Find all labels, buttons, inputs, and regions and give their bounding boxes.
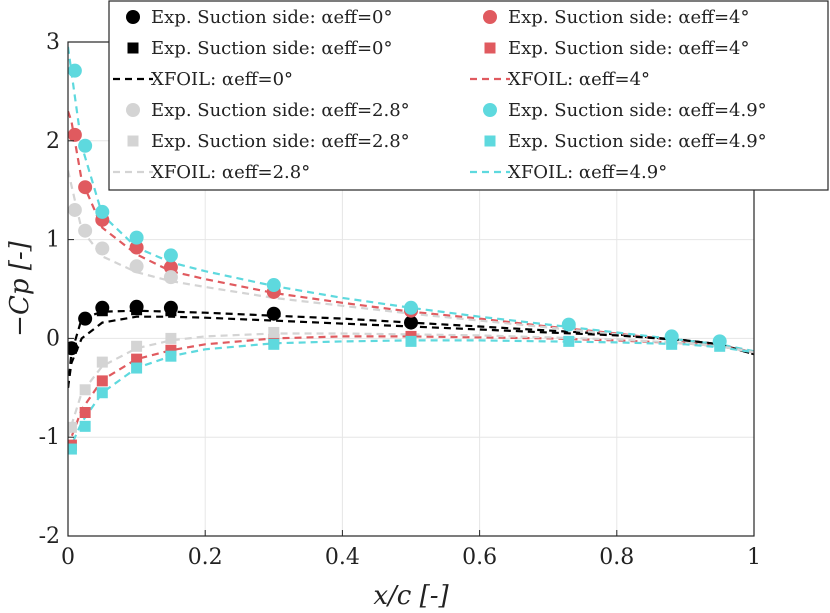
data-point-circle [129,240,144,255]
y-axis-title: −Cp [-] [5,240,35,337]
data-point-circle [78,223,93,238]
legend-label: Exp. Suction side: αeff=4° [508,38,750,59]
data-point-square [268,338,280,350]
y-tick-label: 0 [46,326,60,351]
series-line-12 [68,315,754,388]
data-point-square [131,353,143,365]
y-tick-label: -1 [39,425,60,450]
x-tick-label: 0.6 [462,545,497,570]
series-line-14 [68,332,754,438]
y-tick-label: -2 [39,524,60,549]
legend-marker-circle [483,103,497,117]
legend-label: XFOIL: αeff=4° [508,69,650,90]
data-point-circle [78,138,93,153]
data-point-circle [664,329,679,344]
y-tick-label: 3 [46,30,60,55]
legend-label: XFOIL: αeff=0° [151,69,293,90]
data-point-circle [95,204,110,219]
legend-box [108,0,829,191]
data-point-circle [68,341,79,356]
x-tick-label: 0.4 [325,545,360,570]
data-point-circle [266,278,281,293]
data-point-circle [712,334,727,349]
legend-label: Exp. Suction side: αeff=4.9° [508,100,767,121]
data-point-circle [129,230,144,245]
data-point-circle [68,127,82,142]
legend-marker-square [484,135,496,147]
legend-marker-square [127,42,139,54]
legend-marker-circle [126,10,140,24]
legend-marker-circle [126,103,140,117]
x-tick-label: 0 [61,545,75,570]
data-point-circle [68,63,82,78]
y-tick-label: 2 [46,129,60,154]
x-tick-label: 0.8 [599,545,634,570]
series-line-11 [68,46,754,353]
legend-label: XFOIL: αeff=2.8° [151,162,310,183]
x-axis-title: x/c [-] [373,581,449,611]
data-point-square [131,340,143,352]
data-point-circle [78,180,93,195]
series-line-15 [68,339,754,453]
data-point-circle [404,300,418,315]
data-point-square [131,362,143,374]
data-point-circle [68,202,82,217]
data-point-circle [163,270,178,285]
data-point-square [68,421,77,433]
legend-marker-square [484,42,496,54]
legend-label: XFOIL: αeff=4.9° [508,162,667,183]
legend-marker-square [127,135,139,147]
data-point-square [165,332,177,344]
data-point-square [96,375,108,387]
legend-marker-circle [483,10,497,24]
data-point-circle [561,317,576,332]
legend-label: Exp. Suction side: αeff=2.8° [151,131,410,152]
legend-label: Exp. Suction side: αeff=0° [151,7,393,28]
data-point-square [563,335,575,347]
data-point-circle [404,315,418,330]
legend-label: Exp. Suction side: αeff=2.8° [151,100,410,121]
legend-label: Exp. Suction side: αeff=4.9° [508,131,767,152]
data-point-circle [95,241,110,256]
data-point-square [79,420,91,432]
series-line-13 [68,335,754,448]
data-point-square [68,443,77,455]
data-point-circle [129,299,144,314]
x-tick-label: 1 [747,545,761,570]
x-tick-label: 0.2 [188,545,223,570]
data-point-circle [95,300,110,315]
data-point-square [79,407,91,418]
data-point-square [96,387,108,399]
data-point-square [405,335,417,347]
data-point-square [666,338,678,350]
legend-label: Exp. Suction side: αeff=4° [508,7,750,28]
data-point-square [79,384,91,396]
data-point-circle [163,248,178,263]
data-point-square [96,356,108,368]
data-point-square [165,350,177,362]
legend: Exp. Suction side: αeff=0° Exp. Suction s… [108,0,829,191]
legend-label: Exp. Suction side: αeff=0° [151,38,393,59]
axes: 0 0.2 0.4 0.6 0.8 1 -2 -1 0 1 2 3 [39,30,761,570]
data-point-square [165,344,177,356]
y-tick-label: 1 [46,228,60,253]
data-point-circle [163,300,178,315]
data-point-square [268,326,280,338]
data-layer [68,46,754,455]
data-point-circle [78,311,93,326]
data-point-circle [163,260,178,275]
data-point-circle [266,306,281,321]
data-point-circle [129,259,144,274]
